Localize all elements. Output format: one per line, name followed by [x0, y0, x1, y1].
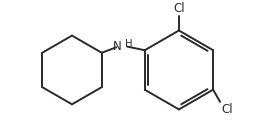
Text: Cl: Cl — [221, 103, 233, 116]
Text: N: N — [113, 40, 122, 53]
Text: H: H — [124, 39, 132, 49]
Text: Cl: Cl — [173, 2, 185, 15]
